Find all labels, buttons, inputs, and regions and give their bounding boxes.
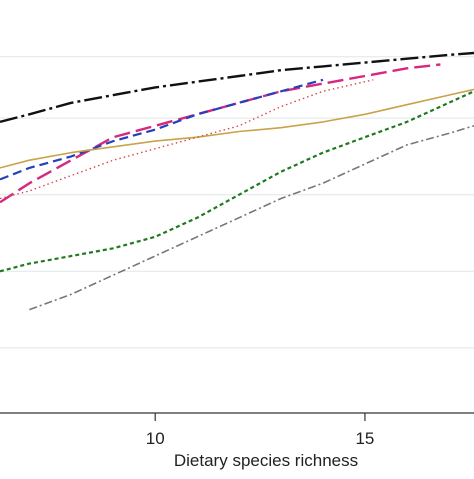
series-line-7	[29, 125, 474, 311]
series-line-4	[0, 88, 474, 169]
series-line-6	[0, 90, 474, 273]
series-line-2	[0, 63, 441, 204]
grid-layer	[0, 56, 474, 349]
series-line-3	[0, 78, 324, 181]
x-tick-label-15: 15	[355, 429, 374, 448]
series-line-5	[0, 79, 374, 200]
series-line-1	[0, 51, 474, 124]
x-tick-label-10: 10	[146, 429, 165, 448]
x-axis: 10 15	[0, 412, 474, 448]
series-layer	[0, 51, 474, 311]
x-axis-label: Dietary species richness	[174, 451, 358, 470]
